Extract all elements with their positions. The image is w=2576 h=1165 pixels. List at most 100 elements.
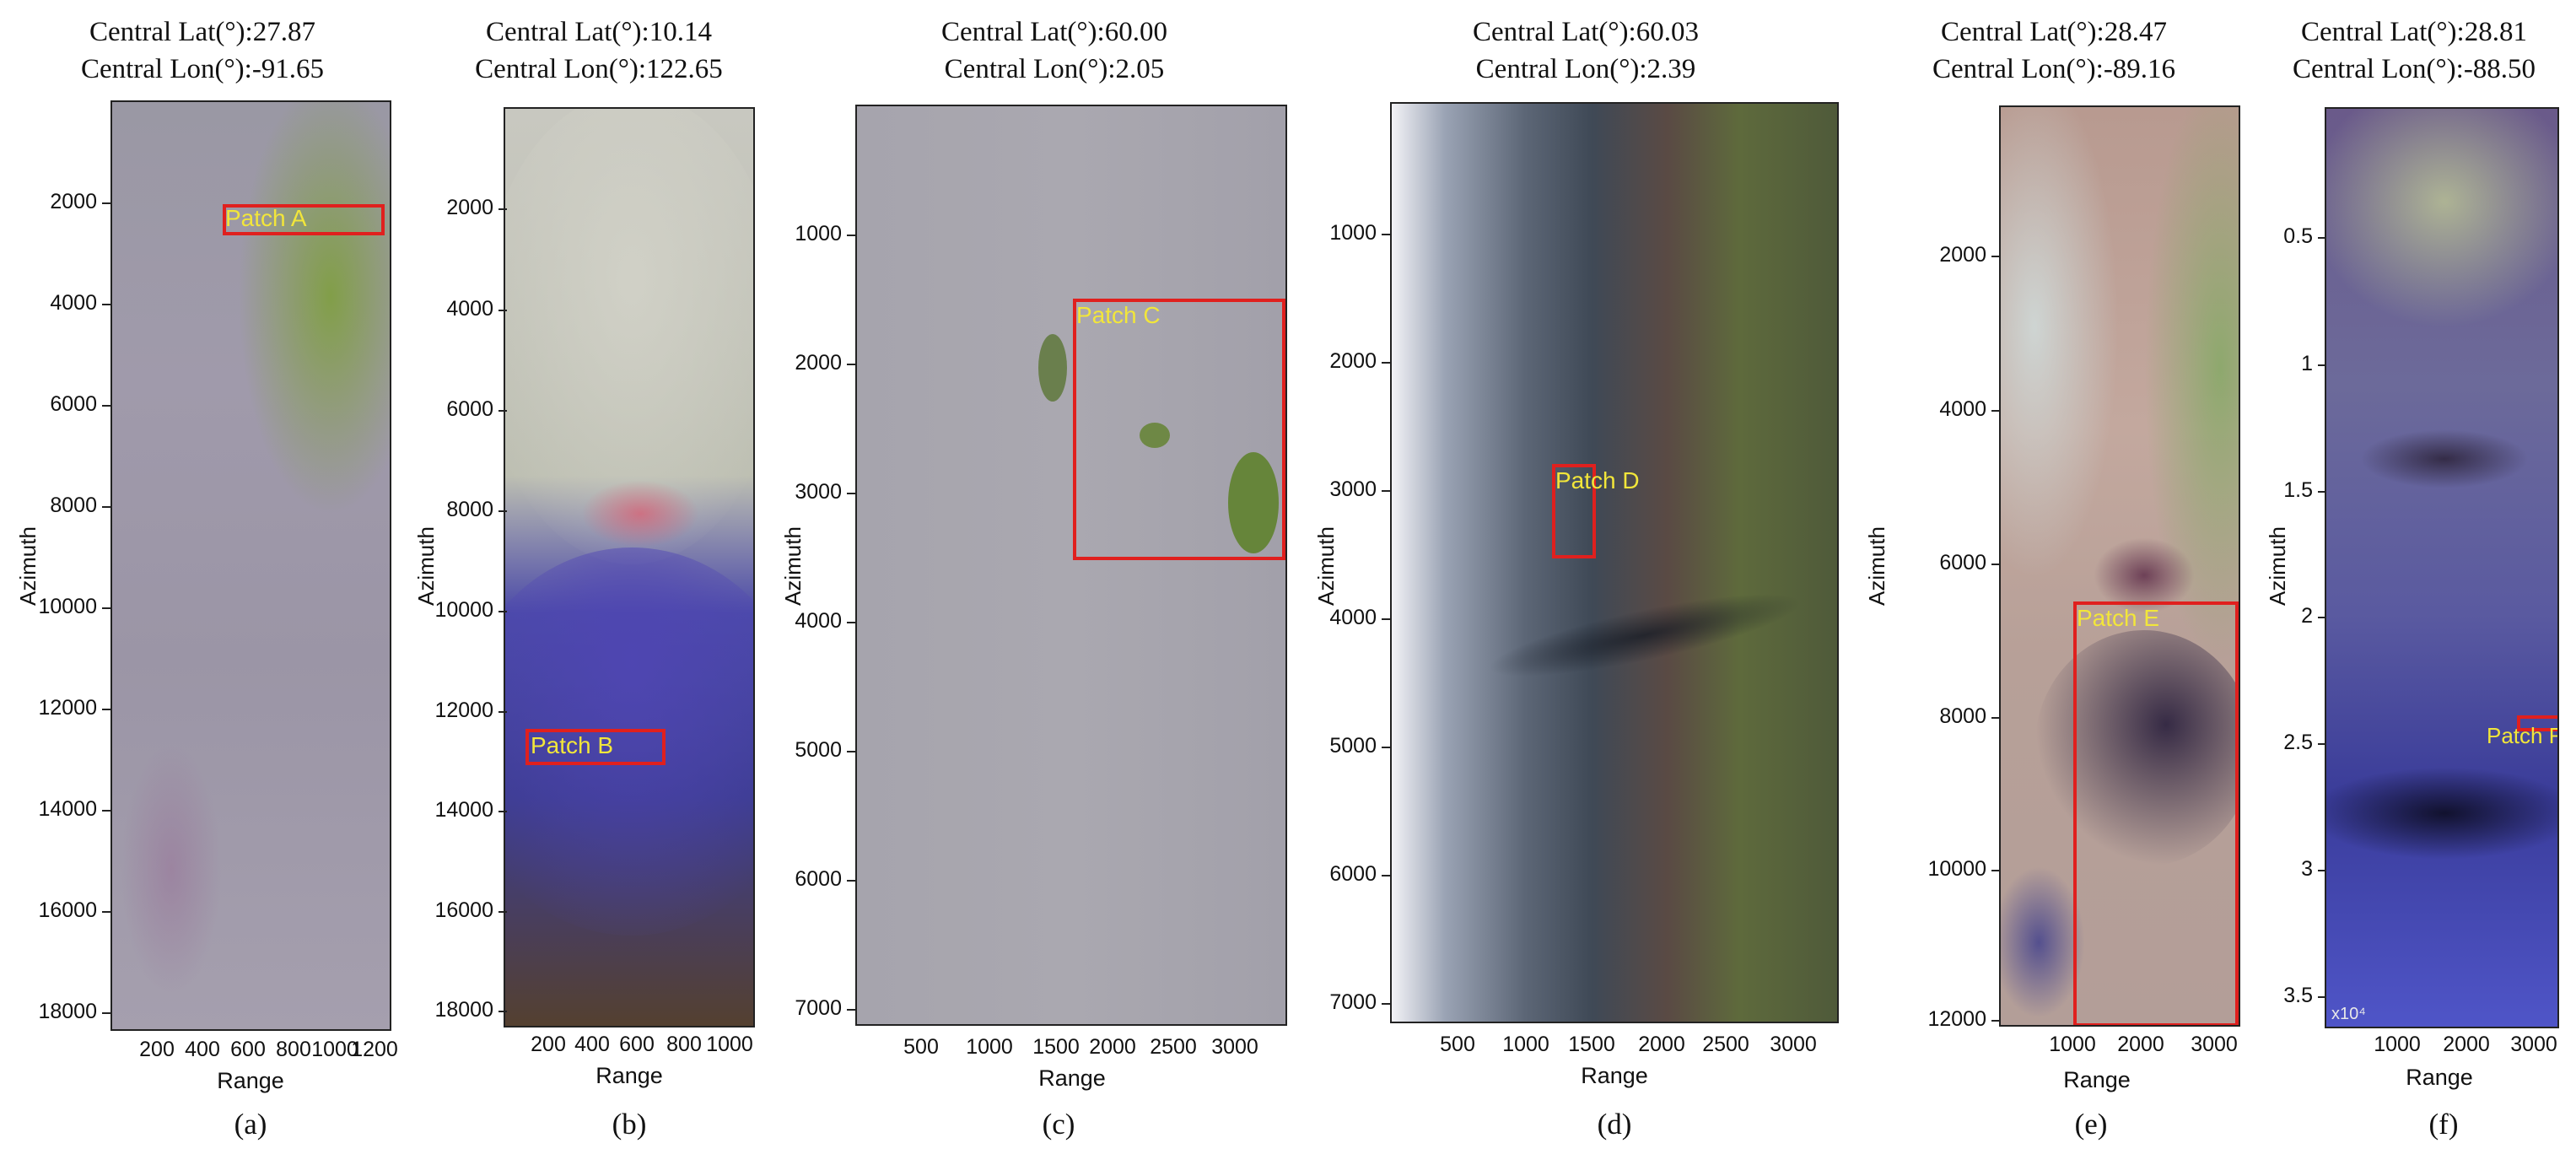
y-tick: 2000 <box>1939 243 2000 267</box>
y-tick: 8000 <box>446 498 507 521</box>
x-axis-label: Range <box>595 1063 663 1088</box>
y-tick: 14000 <box>434 798 507 822</box>
x-axis-label: Range <box>217 1068 284 1093</box>
x-tick: 3000 <box>1211 1035 1258 1059</box>
y-tick: 16000 <box>38 898 110 922</box>
y-tick: 0.5 <box>2283 224 2326 248</box>
x-tick: 2500 <box>1150 1035 1197 1059</box>
x-tick: 800 <box>276 1038 311 1061</box>
y-tick: 5000 <box>795 738 855 762</box>
central-lon-text: Central Lon(°):-88.50 <box>2292 54 2536 84</box>
patch-e-box <box>2073 601 2239 1025</box>
y-tick: 16000 <box>434 898 507 922</box>
panel-d: Central Lat(°):60.03 Central Lon(°):2.39… <box>1313 0 1856 1165</box>
y-tick: 2000 <box>446 196 507 219</box>
x-tick: 200 <box>531 1033 566 1056</box>
y-axis-label: Azimuth <box>1864 526 1889 606</box>
y-tick: 3 <box>2301 857 2326 881</box>
y-tick: 14000 <box>38 797 110 821</box>
panel-b-header: Central Lat(°):10.14 Central Lon(°):122.… <box>405 13 793 88</box>
central-lon-text: Central Lon(°):-91.65 <box>80 54 325 84</box>
patch-f-box <box>2517 715 2557 731</box>
y-tick: 5000 <box>1329 734 1390 758</box>
y-tick: 7000 <box>795 996 855 1020</box>
panel-caption: (e) <box>2074 1108 2108 1141</box>
y-tick: 2000 <box>50 190 110 213</box>
panel-c: Central Lat(°):60.00 Central Lon(°):2.05… <box>780 0 1316 1165</box>
panel-caption: (f) <box>2428 1108 2459 1141</box>
x-tick: 800 <box>666 1033 702 1056</box>
x-axis-label: Range <box>1038 1065 1106 1091</box>
y-tick: 6000 <box>50 392 110 416</box>
x-tick: 3000 <box>2191 1033 2238 1056</box>
x-axis-label: Range <box>2406 1065 2473 1090</box>
y-tick: 10000 <box>1927 857 2000 881</box>
sar-image-f: Patch F x10⁴ <box>2325 107 2559 1028</box>
patch-b-box <box>525 729 666 765</box>
central-lat-text: Central Lat(°):60.00 <box>941 17 1167 47</box>
sar-image-c: Patch C <box>855 105 1287 1026</box>
x-tick: 3000 <box>2510 1033 2557 1056</box>
y-axis-label: Azimuth <box>1313 526 1339 606</box>
panel-caption: (c) <box>1042 1108 1075 1141</box>
panel-b: Central Lat(°):10.14 Central Lon(°):122.… <box>405 0 793 1165</box>
panel-f: Central Lat(°):28.81 Central Lon(°):-88.… <box>2252 0 2576 1165</box>
x-tick: 400 <box>185 1038 220 1061</box>
y-tick: 12000 <box>1927 1007 2000 1031</box>
y-tick: 8000 <box>1939 704 2000 728</box>
x-tick: 2000 <box>2443 1033 2490 1056</box>
central-lon-text: Central Lon(°):122.65 <box>475 54 723 84</box>
y-axis-label: Azimuth <box>15 526 40 606</box>
y-tick: 3000 <box>1329 477 1390 501</box>
x-tick: 1000 <box>966 1035 1013 1059</box>
x-tick: 1500 <box>1032 1035 1080 1059</box>
y-tick: 1000 <box>1329 221 1390 245</box>
x-tick: 500 <box>903 1035 939 1059</box>
y-tick: 10000 <box>434 598 507 622</box>
x-tick: 400 <box>574 1033 610 1056</box>
y-axis-label: Azimuth <box>413 526 439 606</box>
y-tick: 2000 <box>1329 349 1390 373</box>
y-tick: 2.5 <box>2283 731 2326 754</box>
y-tick: 1.5 <box>2283 478 2326 502</box>
panel-caption: (a) <box>234 1108 267 1141</box>
patch-c-label: Patch C <box>1076 302 1161 328</box>
panel-e-header: Central Lat(°):28.47 Central Lon(°):-89.… <box>1856 13 2252 88</box>
panel-a: Central Lat(°):27.87 Central Lon(°):-91.… <box>0 0 405 1165</box>
sar-image-e: Patch E <box>1999 105 2240 1027</box>
y-tick: 18000 <box>38 1000 110 1023</box>
central-lat-text: Central Lat(°):60.03 <box>1473 17 1699 47</box>
panel-f-header: Central Lat(°):28.81 Central Lon(°):-88.… <box>2252 13 2576 88</box>
x-tick: 500 <box>1440 1033 1475 1056</box>
x-tick: 2000 <box>1089 1035 1136 1059</box>
y-tick: 6000 <box>795 867 855 891</box>
x-axis-label: Range <box>1581 1063 1648 1088</box>
y-tick: 4000 <box>1329 606 1390 629</box>
central-lat-text: Central Lat(°):28.81 <box>2301 17 2527 47</box>
central-lon-text: Central Lon(°):2.05 <box>944 54 1165 84</box>
y-tick: 2 <box>2301 604 2326 628</box>
y-tick: 12000 <box>38 696 110 720</box>
x-tick: 1500 <box>1568 1033 1615 1056</box>
y-tick: 4000 <box>50 291 110 315</box>
x-tick: 2500 <box>1702 1033 1749 1056</box>
sar-image-b: Patch B <box>504 107 755 1027</box>
x-tick: 1000 <box>706 1033 753 1056</box>
x-tick: 2000 <box>2117 1033 2164 1056</box>
patch-e-label: Patch E <box>2077 605 2160 631</box>
y-tick: 12000 <box>434 698 507 722</box>
patch-d-label: Patch D <box>1555 467 1640 494</box>
y-tick: 1 <box>2301 352 2326 375</box>
patch-f-label: Patch F <box>2487 723 2559 748</box>
panel-a-header: Central Lat(°):27.87 Central Lon(°):-91.… <box>0 13 405 88</box>
sar-image-d: Patch D <box>1390 102 1839 1023</box>
y-tick: 4000 <box>1939 397 2000 421</box>
panel-caption: (b) <box>612 1108 647 1141</box>
central-lat-text: Central Lat(°):27.87 <box>89 17 315 47</box>
patch-a-box <box>223 204 385 235</box>
central-lat-text: Central Lat(°):28.47 <box>1941 17 2167 47</box>
x-tick: 600 <box>619 1033 655 1056</box>
panel-caption: (d) <box>1597 1108 1632 1141</box>
patch-a-label: Patch A <box>225 205 307 231</box>
y-tick: 6000 <box>446 397 507 421</box>
